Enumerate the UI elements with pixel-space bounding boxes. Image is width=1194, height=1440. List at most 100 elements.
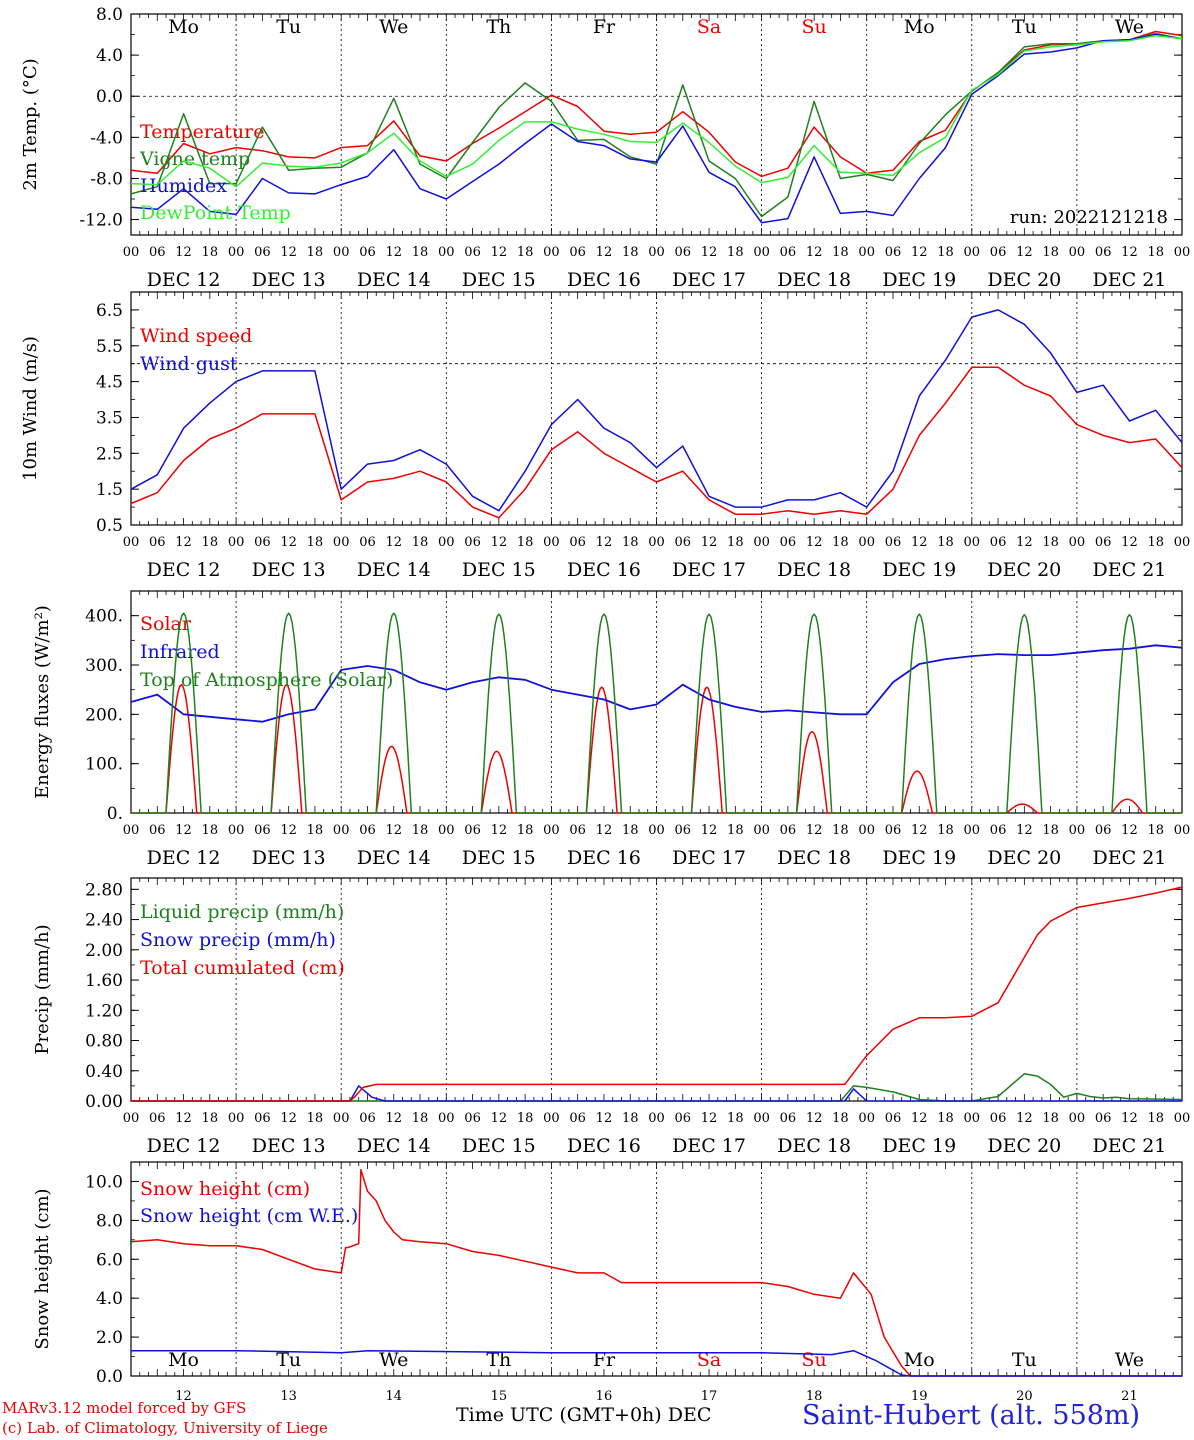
x-hour-label: 18 bbox=[622, 1111, 639, 1126]
x-hour-label: 06 bbox=[464, 535, 481, 550]
series-line-top-of-atmosphere-solar- bbox=[131, 612, 1182, 814]
x-hour-label: 12 bbox=[806, 1111, 823, 1126]
x-hour-label: 00 bbox=[648, 245, 665, 260]
x-hour-label: 00 bbox=[964, 823, 981, 838]
legend-entry: Snow height (cm) bbox=[140, 1178, 310, 1200]
y-tick-label: 4.0 bbox=[96, 46, 123, 66]
x-day-number: 18 bbox=[806, 1389, 823, 1404]
x-hour-label: 18 bbox=[1147, 1111, 1164, 1126]
x-hour-label: 18 bbox=[937, 823, 954, 838]
y-tick-label: 6.5 bbox=[96, 301, 123, 321]
day-name: Mo bbox=[904, 16, 935, 38]
x-date-label: DEC 13 bbox=[252, 269, 326, 291]
footer-model-credit: MARv3.12 model forced by GFS bbox=[2, 1399, 247, 1417]
x-axis-title: Time UTC (GMT+0h) DEC bbox=[456, 1404, 712, 1426]
x-hour-label: 12 bbox=[701, 823, 718, 838]
x-day-number: 17 bbox=[701, 1389, 718, 1404]
x-hour-label: 00 bbox=[1174, 535, 1191, 550]
x-hour-label: 18 bbox=[202, 245, 219, 260]
y-tick-label: 2.00 bbox=[85, 941, 123, 961]
x-hour-label: 12 bbox=[280, 245, 297, 260]
x-hour-label: 12 bbox=[1016, 535, 1033, 550]
x-hour-label: 18 bbox=[517, 245, 534, 260]
x-date-label: DEC 18 bbox=[777, 559, 851, 581]
y-tick-label: 100. bbox=[85, 755, 123, 775]
x-hour-label: 18 bbox=[517, 535, 534, 550]
y-tick-label: 200. bbox=[85, 705, 123, 725]
x-hour-label: 18 bbox=[1042, 245, 1059, 260]
x-hour-label: 00 bbox=[1174, 1111, 1191, 1126]
x-hour-label: 06 bbox=[780, 823, 797, 838]
x-hour-label: 18 bbox=[412, 245, 429, 260]
legend-entry: DewPoint Temp bbox=[140, 202, 291, 224]
y-axis-title: 2m Temp. (°C) bbox=[20, 58, 41, 190]
series-line-wind-gust bbox=[130, 309, 1183, 512]
y-tick-label: -4.0 bbox=[90, 128, 123, 148]
x-hour-label: 18 bbox=[1042, 1111, 1059, 1126]
x-hour-label: 00 bbox=[228, 823, 245, 838]
x-hour-label: 06 bbox=[675, 245, 692, 260]
x-hour-label: 18 bbox=[1147, 823, 1164, 838]
x-hour-label: 06 bbox=[464, 823, 481, 838]
x-hour-label: 00 bbox=[438, 823, 455, 838]
legend-entry: Total cumulated (cm) bbox=[140, 957, 345, 979]
x-hour-label: 12 bbox=[1016, 823, 1033, 838]
x-hour-label: 06 bbox=[675, 535, 692, 550]
legend-entry: Snow precip (mm/h) bbox=[140, 929, 336, 951]
x-hour-label: 00 bbox=[753, 245, 770, 260]
x-hour-label: 00 bbox=[333, 535, 350, 550]
x-hour-label: 06 bbox=[149, 245, 166, 260]
x-hour-label: 12 bbox=[806, 245, 823, 260]
x-hour-label: 06 bbox=[569, 1111, 586, 1126]
x-hour-label: 12 bbox=[911, 535, 928, 550]
x-hour-label: 18 bbox=[622, 823, 639, 838]
y-tick-label: 400. bbox=[85, 607, 123, 627]
y-tick-label: 0.00 bbox=[85, 1092, 123, 1112]
day-name: We bbox=[1115, 1349, 1144, 1371]
x-hour-label: 18 bbox=[202, 535, 219, 550]
x-hour-label: 18 bbox=[937, 245, 954, 260]
x-hour-label: 00 bbox=[333, 823, 350, 838]
station-name: Saint-Hubert (alt. 558m) bbox=[802, 1400, 1141, 1431]
x-hour-label: 00 bbox=[543, 823, 560, 838]
x-date-label: DEC 19 bbox=[882, 559, 956, 581]
x-hour-label: 06 bbox=[254, 535, 271, 550]
x-date-label: DEC 20 bbox=[987, 269, 1061, 291]
x-date-label: DEC 20 bbox=[987, 559, 1061, 581]
x-date-label: DEC 13 bbox=[252, 559, 326, 581]
x-hour-label: 00 bbox=[123, 1111, 140, 1126]
x-date-label: DEC 19 bbox=[882, 847, 956, 869]
x-hour-label: 06 bbox=[885, 823, 902, 838]
x-hour-label: 06 bbox=[885, 1111, 902, 1126]
series-line-vigne-temp bbox=[130, 32, 1183, 218]
x-hour-label: 00 bbox=[333, 1111, 350, 1126]
x-hour-label: 12 bbox=[701, 245, 718, 260]
x-hour-label: 00 bbox=[123, 245, 140, 260]
x-hour-label: 00 bbox=[1174, 245, 1191, 260]
x-hour-label: 18 bbox=[1042, 535, 1059, 550]
x-date-label: DEC 21 bbox=[1093, 559, 1167, 581]
x-day-number: 15 bbox=[491, 1389, 508, 1404]
day-name: Tu bbox=[1012, 16, 1037, 38]
x-hour-label: 18 bbox=[727, 1111, 744, 1126]
x-hour-label: 12 bbox=[806, 823, 823, 838]
x-hour-label: 00 bbox=[648, 1111, 665, 1126]
y-tick-label: 8.0 bbox=[96, 1211, 123, 1231]
x-hour-label: 12 bbox=[175, 823, 192, 838]
x-day-number: 19 bbox=[911, 1389, 928, 1404]
x-day-number: 14 bbox=[385, 1389, 402, 1404]
x-hour-label: 00 bbox=[858, 535, 875, 550]
x-hour-label: 00 bbox=[858, 1111, 875, 1126]
y-tick-label: 1.20 bbox=[85, 1001, 123, 1021]
x-hour-label: 00 bbox=[1069, 1111, 1086, 1126]
y-tick-label: 1.5 bbox=[96, 480, 123, 500]
x-hour-label: 12 bbox=[911, 245, 928, 260]
x-date-label: DEC 14 bbox=[357, 847, 431, 869]
x-hour-label: 18 bbox=[412, 823, 429, 838]
series-line-liquid-precip-mm-h- bbox=[131, 1073, 1183, 1102]
day-name: Su bbox=[802, 16, 827, 38]
x-date-label: DEC 19 bbox=[882, 1135, 956, 1157]
x-hour-label: 12 bbox=[491, 823, 508, 838]
x-hour-label: 12 bbox=[1121, 245, 1138, 260]
x-date-label: DEC 21 bbox=[1093, 269, 1167, 291]
